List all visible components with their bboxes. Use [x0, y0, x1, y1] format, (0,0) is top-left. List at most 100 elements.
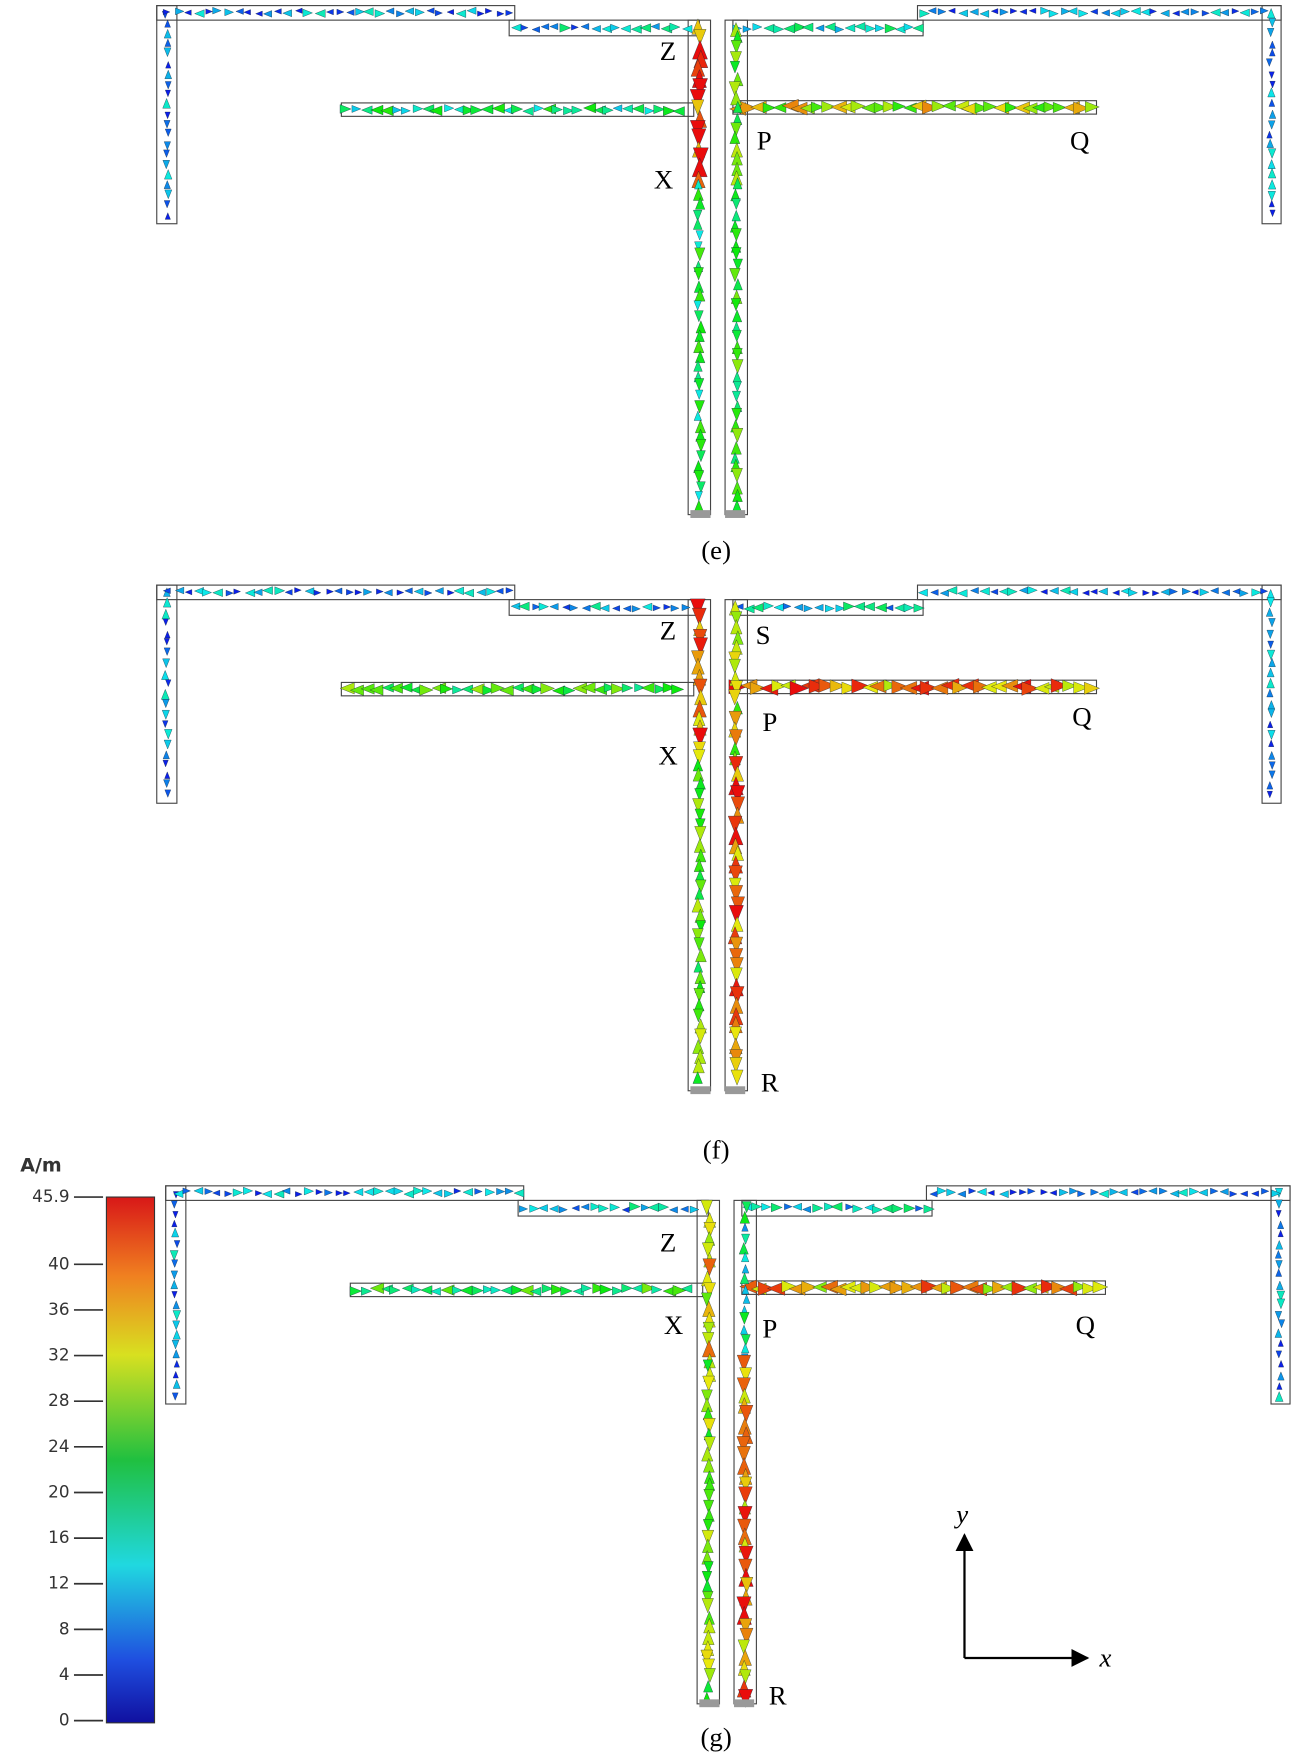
- current-arrow: [694, 788, 705, 801]
- current-arrow: [611, 683, 626, 695]
- current-arrow: [1266, 791, 1273, 799]
- current-arrow: [184, 589, 193, 596]
- current-arrow: [529, 1287, 542, 1296]
- current-arrow: [212, 588, 223, 597]
- current-arrow: [829, 679, 847, 693]
- current-arrow: [863, 602, 875, 612]
- current-arrow: [560, 1286, 573, 1296]
- current-arrow: [903, 1203, 916, 1213]
- current-arrow: [731, 348, 743, 362]
- current-arrow: [841, 681, 858, 695]
- current-arrow: [990, 8, 999, 15]
- current-arrow: [349, 1286, 363, 1297]
- current-arrow: [274, 586, 286, 595]
- current-arrow: [162, 699, 170, 709]
- current-arrow: [1098, 587, 1108, 596]
- current-arrow: [728, 658, 741, 674]
- current-arrow: [512, 682, 524, 693]
- current-arrow: [781, 1280, 798, 1293]
- current-arrow: [500, 1285, 513, 1296]
- current-arrow: [692, 1071, 703, 1084]
- current-arrow: [730, 122, 742, 137]
- current-arrow: [970, 587, 979, 595]
- current-arrow: [621, 1206, 630, 1213]
- current-arrow: [399, 682, 413, 693]
- current-arrow: [736, 1596, 752, 1616]
- current-arrow: [1082, 1282, 1098, 1295]
- current-arrow: [950, 1280, 968, 1295]
- current-arrow: [703, 1679, 714, 1693]
- current-arrow: [773, 24, 785, 34]
- current-arrow: [801, 22, 814, 32]
- current-arrow: [162, 587, 171, 594]
- current-arrow: [1268, 109, 1277, 119]
- current-arrow: [581, 1283, 593, 1293]
- strip-outline: [925, 1185, 1291, 1201]
- point-label: P: [762, 707, 777, 737]
- point-label: Q: [1076, 1310, 1095, 1340]
- current-arrow: [569, 604, 579, 612]
- current-arrow: [731, 765, 744, 782]
- current-arrow: [730, 40, 742, 54]
- current-arrow: [669, 22, 681, 32]
- current-arrow: [353, 1188, 364, 1196]
- current-arrow: [171, 1200, 178, 1209]
- current-arrow: [692, 798, 705, 814]
- current-arrow: [1266, 781, 1274, 790]
- current-arrow: [695, 920, 706, 934]
- current-arrow: [729, 729, 743, 747]
- current-arrow: [212, 6, 222, 15]
- current-arrow: [1198, 1188, 1208, 1197]
- current-arrow: [731, 209, 741, 222]
- current-arrow: [693, 217, 703, 230]
- current-arrow: [346, 589, 354, 596]
- current-arrow: [1266, 138, 1274, 148]
- current-arrow: [1118, 1188, 1128, 1197]
- current-arrow: [653, 104, 666, 114]
- current-arrow: [1276, 1290, 1286, 1302]
- current-arrow: [430, 1287, 441, 1296]
- current-arrow: [161, 669, 170, 680]
- current-arrow: [783, 603, 792, 610]
- current-arrow: [446, 9, 454, 16]
- current-arrow: [946, 586, 958, 595]
- current-arrow: [1068, 588, 1078, 596]
- current-arrow: [693, 960, 703, 973]
- current-arrow: [937, 8, 947, 16]
- current-arrow: [1274, 1249, 1282, 1259]
- current-arrow: [1148, 1187, 1158, 1195]
- current-arrow: [703, 1561, 714, 1574]
- current-arrow: [174, 586, 185, 595]
- current-arrow: [808, 679, 827, 694]
- current-arrow: [1052, 102, 1067, 113]
- current-arrow: [730, 785, 746, 804]
- current-arrow: [783, 24, 795, 34]
- current-arrow: [738, 1242, 749, 1255]
- current-arrow: [164, 729, 173, 740]
- current-arrow: [958, 9, 968, 18]
- current-arrow: [792, 1202, 802, 1211]
- current-arrow: [590, 1202, 602, 1211]
- current-arrow: [173, 1240, 181, 1249]
- current-arrow: [979, 587, 990, 596]
- current-arrow: [757, 1281, 776, 1296]
- current-arrow: [693, 1008, 704, 1023]
- current-arrow: [692, 1058, 705, 1074]
- current-arrow: [700, 1649, 714, 1666]
- current-arrow: [737, 1506, 753, 1525]
- current-arrow: [731, 198, 741, 210]
- current-arrow: [892, 101, 906, 112]
- current-arrow: [672, 1285, 687, 1296]
- current-arrow: [669, 1206, 678, 1214]
- current-arrow: [835, 604, 846, 613]
- current-arrow: [695, 947, 707, 962]
- current-arrow: [313, 589, 322, 596]
- current-arrow: [957, 1190, 966, 1198]
- current-arrow: [784, 1203, 793, 1211]
- strip-outline: [156, 584, 516, 601]
- current-arrow: [702, 1359, 713, 1373]
- current-arrow: [161, 688, 170, 700]
- current-arrow: [589, 601, 601, 611]
- current-arrow: [324, 1189, 333, 1196]
